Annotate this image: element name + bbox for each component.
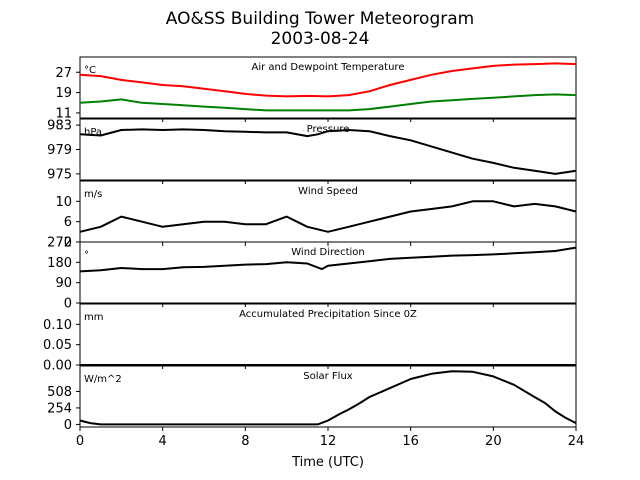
series-line bbox=[79, 200, 577, 233]
y-tick-label: 11 bbox=[55, 106, 72, 121]
y-tick-label: 0.10 bbox=[43, 318, 72, 333]
y-tick-label: 180 bbox=[47, 256, 72, 271]
y-tick-label: 19 bbox=[55, 86, 72, 101]
series-line bbox=[79, 93, 577, 112]
y-tick-label: 6 bbox=[64, 215, 72, 230]
x-tick-label: 12 bbox=[320, 434, 337, 449]
chart-subtitle: 2003-08-24 bbox=[271, 29, 370, 49]
x-axis: 0 4 8 12 16 20 24 bbox=[76, 434, 584, 449]
y-tick-label: 975 bbox=[47, 167, 72, 182]
panel-title: Wind Speed bbox=[298, 186, 358, 197]
series-line bbox=[79, 62, 577, 98]
y-tick-label: 0 bbox=[64, 418, 72, 433]
x-tick-label: 4 bbox=[159, 434, 167, 449]
series-line bbox=[79, 246, 577, 273]
x-tick-label: 16 bbox=[402, 434, 419, 449]
panels-layer: Air and Dewpoint Temperature °C 11 19 27 Pres… bbox=[43, 56, 577, 433]
y-tick-label: 90 bbox=[55, 276, 72, 291]
panel-2: Wind Speed m/s 2 6 10 bbox=[55, 180, 577, 251]
x-tick-label: 24 bbox=[568, 434, 585, 449]
y-tick-label: 270 bbox=[47, 236, 72, 251]
panel-unit-label: hPa bbox=[84, 127, 102, 138]
x-axis-title: Time (UTC) bbox=[291, 455, 364, 470]
panel-unit-label: ° bbox=[84, 250, 89, 261]
series-line bbox=[79, 128, 577, 175]
panel-title: Accumulated Precipitation Since 0Z bbox=[239, 309, 417, 320]
chart-title: AO&SS Building Tower Meteorogram bbox=[166, 9, 474, 29]
y-tick-label: 10 bbox=[55, 195, 72, 210]
y-tick-label: 0 bbox=[64, 297, 72, 312]
panel-unit-label: m/s bbox=[84, 189, 102, 200]
panel-1: Pressure hPa 975 979 983 bbox=[47, 118, 577, 184]
y-tick-label: 508 bbox=[47, 385, 72, 400]
panel-title: Wind Direction bbox=[291, 247, 365, 258]
y-tick-label: 27 bbox=[55, 66, 72, 81]
y-tick-label: 0.05 bbox=[43, 338, 72, 353]
panel-title: Pressure bbox=[307, 124, 350, 135]
panel-3: Wind Direction ° 0 90 180 270 bbox=[47, 236, 577, 312]
panel-unit-label: mm bbox=[84, 312, 103, 323]
panel-4: Accumulated Precipitation Since 0Z mm 0.00… bbox=[43, 303, 577, 374]
panel-0: Air and Dewpoint Temperature °C 11 19 27 bbox=[55, 56, 577, 122]
panel-title: Air and Dewpoint Temperature bbox=[252, 62, 405, 73]
series-line bbox=[79, 370, 577, 426]
y-tick-label: 254 bbox=[47, 401, 72, 416]
y-tick-label: 979 bbox=[47, 143, 72, 158]
panel-unit-label: °C bbox=[84, 65, 96, 76]
panel-unit-label: W/m^2 bbox=[84, 374, 122, 385]
y-tick-label: 0.00 bbox=[43, 359, 72, 374]
panel-title: Solar Flux bbox=[303, 371, 353, 382]
x-tick-label: 20 bbox=[485, 434, 502, 449]
y-tick-label: 2 bbox=[64, 236, 72, 251]
y-tick-label: 983 bbox=[47, 119, 72, 134]
x-tick-label: 8 bbox=[241, 434, 249, 449]
x-tick-label: 0 bbox=[76, 434, 84, 449]
